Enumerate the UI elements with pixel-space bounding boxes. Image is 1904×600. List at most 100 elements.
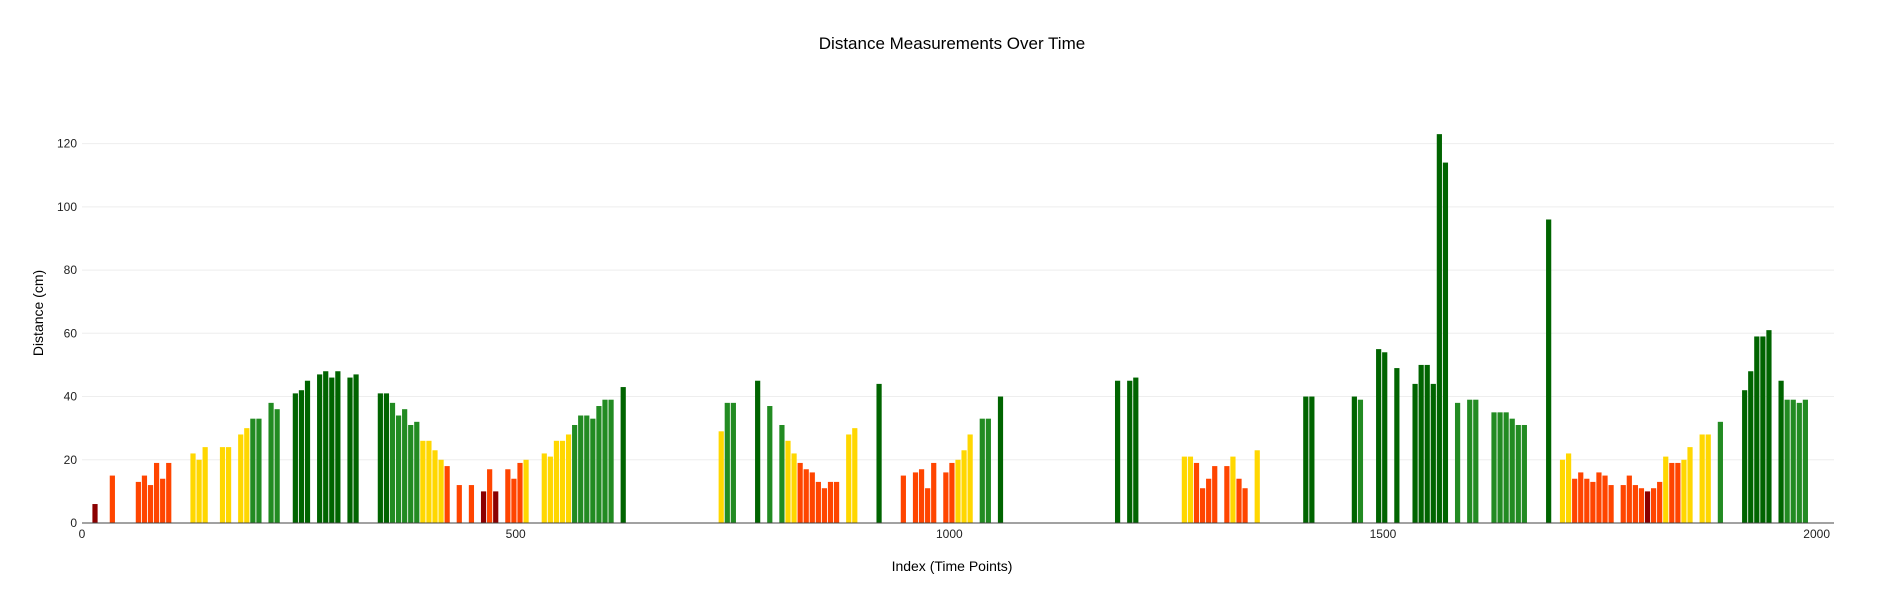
bar bbox=[803, 469, 809, 523]
bar bbox=[377, 393, 383, 523]
bar bbox=[1572, 478, 1578, 523]
bar bbox=[1242, 488, 1248, 523]
bar bbox=[1473, 399, 1479, 523]
bar bbox=[468, 485, 475, 523]
bar bbox=[1133, 377, 1139, 523]
bar bbox=[755, 380, 761, 523]
bar bbox=[718, 431, 724, 523]
bar bbox=[553, 440, 560, 523]
bar bbox=[274, 409, 280, 523]
bar bbox=[596, 406, 602, 523]
bar bbox=[1705, 434, 1711, 523]
bar bbox=[900, 475, 906, 523]
bar bbox=[1596, 472, 1602, 523]
bar bbox=[523, 459, 529, 523]
bar bbox=[821, 488, 828, 523]
bar bbox=[1602, 475, 1608, 523]
bar bbox=[1632, 485, 1638, 523]
bar bbox=[487, 469, 493, 523]
gridlines bbox=[82, 143, 1834, 461]
y-tick-label: 0 bbox=[70, 516, 77, 530]
bar bbox=[931, 462, 937, 523]
bar bbox=[1546, 219, 1552, 523]
bar bbox=[268, 402, 274, 523]
bar bbox=[1699, 434, 1705, 523]
bar bbox=[1212, 466, 1218, 523]
bar bbox=[1559, 459, 1566, 523]
bar bbox=[1663, 456, 1669, 523]
x-tick-label: 0 bbox=[79, 527, 86, 541]
bar bbox=[1748, 371, 1754, 523]
bar bbox=[1114, 380, 1121, 523]
bar bbox=[1224, 466, 1230, 523]
y-tick-label: 120 bbox=[57, 137, 77, 151]
bar bbox=[1778, 380, 1784, 523]
bars bbox=[92, 134, 1808, 524]
bar bbox=[517, 462, 523, 523]
bar bbox=[1187, 456, 1194, 523]
bar bbox=[912, 472, 919, 523]
bar bbox=[147, 485, 154, 523]
bar bbox=[559, 440, 566, 523]
bar bbox=[1669, 462, 1675, 523]
bar bbox=[92, 504, 98, 523]
y-axis-ticks: 0 20 40 60 80 100 120 bbox=[57, 137, 77, 530]
bar bbox=[602, 399, 608, 523]
bar bbox=[918, 469, 925, 523]
bar bbox=[997, 396, 1004, 523]
bar bbox=[511, 478, 517, 523]
bar bbox=[565, 434, 572, 523]
bar bbox=[943, 472, 949, 523]
bar bbox=[244, 428, 250, 523]
bar bbox=[329, 377, 335, 523]
bar bbox=[135, 481, 141, 523]
bar bbox=[815, 481, 821, 523]
bar bbox=[1620, 485, 1626, 523]
bar bbox=[426, 440, 432, 523]
bar bbox=[1590, 481, 1596, 523]
bar bbox=[190, 453, 196, 523]
bar bbox=[505, 469, 511, 523]
bar bbox=[961, 450, 967, 523]
bar bbox=[797, 462, 803, 523]
bar bbox=[1430, 383, 1436, 523]
bar bbox=[444, 466, 450, 523]
bar bbox=[298, 390, 305, 523]
bar bbox=[1802, 399, 1808, 523]
bar bbox=[225, 447, 232, 523]
bar bbox=[967, 434, 973, 523]
bar bbox=[846, 434, 852, 523]
bar bbox=[1199, 488, 1206, 523]
bar bbox=[1497, 412, 1503, 523]
bar bbox=[1357, 399, 1364, 523]
bar bbox=[925, 488, 931, 523]
bar bbox=[1657, 481, 1663, 523]
bar bbox=[1675, 462, 1681, 523]
bar bbox=[578, 415, 584, 523]
bar bbox=[1309, 396, 1315, 523]
bar bbox=[1509, 418, 1515, 523]
bar bbox=[1376, 349, 1382, 523]
bar bbox=[949, 462, 955, 523]
bar bbox=[493, 491, 499, 523]
bar bbox=[1394, 368, 1400, 523]
x-axis-ticks: 0 500 1000 1500 2000 bbox=[79, 527, 1831, 541]
bar bbox=[767, 406, 773, 523]
y-tick-label: 60 bbox=[64, 326, 78, 340]
x-axis-label: Index (Time Points) bbox=[892, 558, 1013, 574]
bar bbox=[1717, 421, 1723, 523]
bar bbox=[1181, 456, 1187, 523]
bar bbox=[724, 402, 730, 523]
bar bbox=[353, 374, 359, 523]
bar bbox=[1638, 488, 1645, 523]
bar bbox=[438, 459, 444, 523]
bar bbox=[620, 387, 626, 523]
bar bbox=[432, 450, 438, 523]
bar bbox=[292, 393, 298, 523]
bar bbox=[852, 428, 858, 523]
bar bbox=[1127, 380, 1133, 523]
bar bbox=[1754, 336, 1760, 523]
bar bbox=[1193, 462, 1200, 523]
bar bbox=[383, 393, 390, 523]
bar bbox=[1206, 478, 1212, 523]
